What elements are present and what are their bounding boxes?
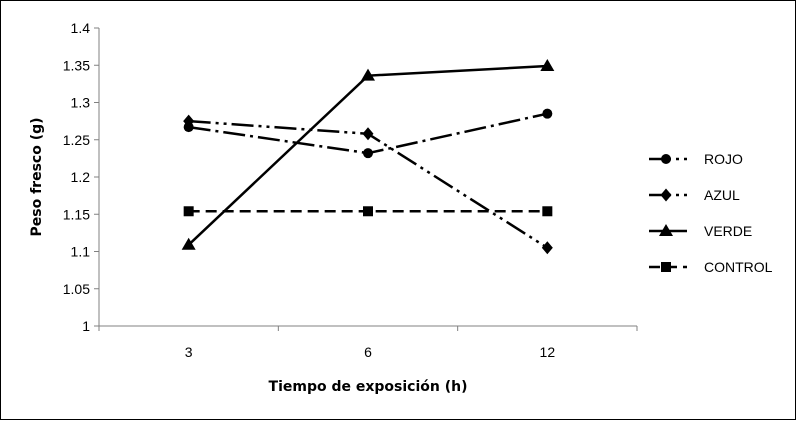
legend-marker <box>659 224 673 236</box>
y-tick-label: 1.05 <box>63 281 90 297</box>
series-layer <box>181 58 555 255</box>
legend-label: AZUL <box>704 187 740 203</box>
data-point <box>542 108 553 119</box>
data-point <box>183 206 194 217</box>
data-point <box>542 206 553 217</box>
data-point <box>541 241 553 255</box>
y-tick-label: 1.4 <box>71 20 91 36</box>
legend-entry: VERDE <box>649 223 752 239</box>
data-point <box>362 127 374 141</box>
y-tick-label: 1.2 <box>71 169 91 185</box>
legend-entry: ROJO <box>649 151 743 167</box>
y-tick-label: 1 <box>82 318 90 334</box>
x-tick-label: 6 <box>364 344 372 360</box>
legend-marker <box>661 154 671 164</box>
data-point <box>363 206 373 217</box>
series-control <box>183 206 553 217</box>
y-tick-label: 1.1 <box>71 244 91 260</box>
legend-entry: CONTROL <box>649 259 773 275</box>
y-axis: 1 1.05 1.1 1.15 1.2 1.25 1.3 1.35 1.4 <box>63 20 100 334</box>
y-axis-title: Peso fresco (g) <box>29 117 45 236</box>
legend: ROJO AZUL VERDE CONTROL <box>649 151 773 275</box>
data-point <box>540 58 555 71</box>
y-tick-label: 1.15 <box>63 206 90 222</box>
legend-label: ROJO <box>704 151 743 167</box>
x-axis: 3 6 12 <box>98 325 638 360</box>
series-verde <box>181 58 555 250</box>
legend-label: CONTROL <box>704 259 773 275</box>
data-point <box>361 68 375 81</box>
y-tick-label: 1.3 <box>71 95 91 111</box>
legend-marker <box>660 188 672 202</box>
legend-marker <box>661 262 671 272</box>
data-point <box>183 114 195 128</box>
x-tick-label: 12 <box>540 344 556 360</box>
data-point <box>363 148 373 159</box>
x-tick-label: 3 <box>185 344 193 360</box>
legend-entry: AZUL <box>649 187 740 203</box>
series-azul <box>183 114 553 255</box>
y-tick-label: 1.35 <box>63 57 90 73</box>
x-axis-title: Tiempo de exposición (h) <box>269 379 468 395</box>
y-tick-label: 1.25 <box>63 132 90 148</box>
data-point <box>181 237 196 250</box>
legend-label: VERDE <box>704 223 752 239</box>
